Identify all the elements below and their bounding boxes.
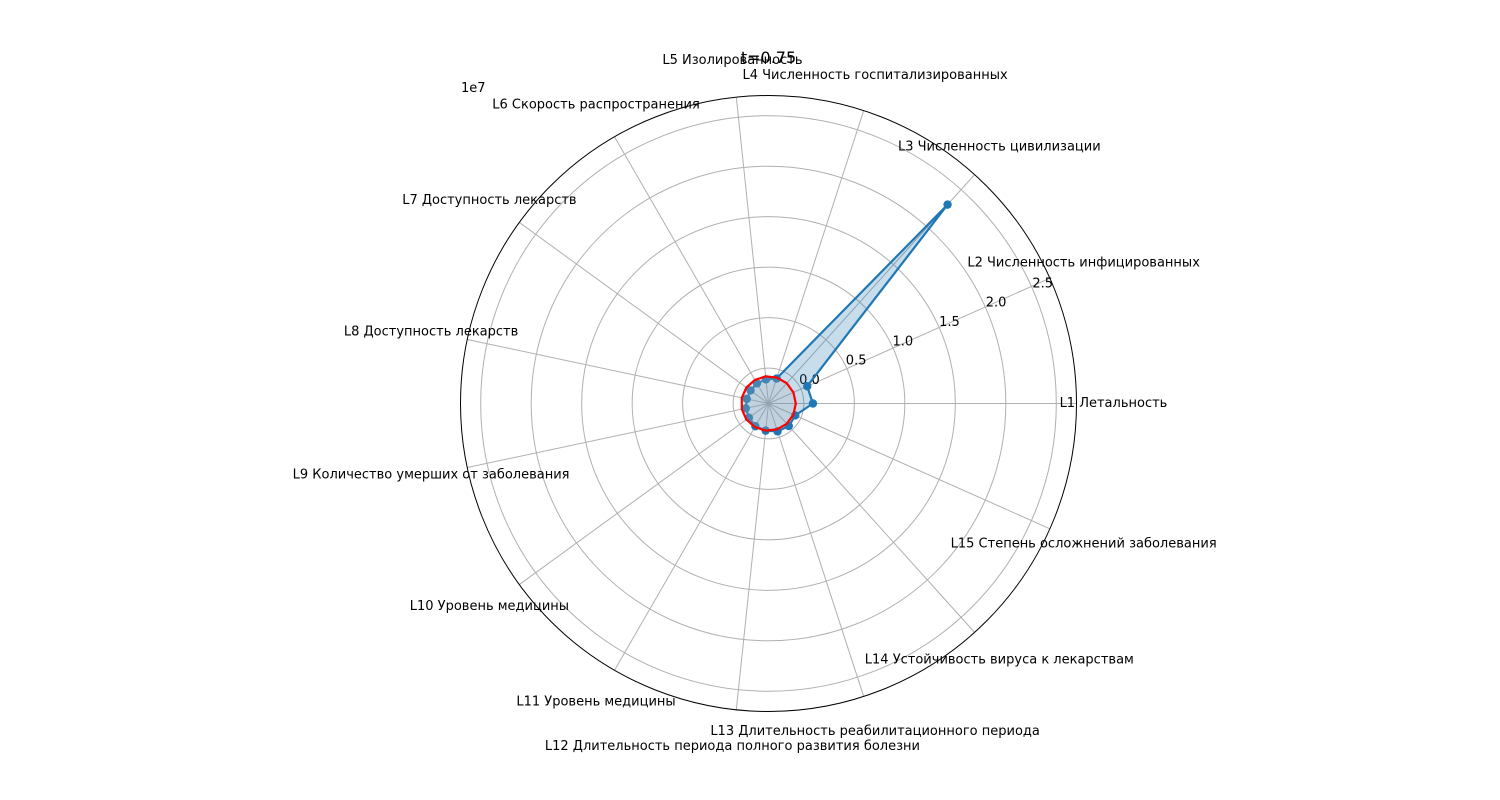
category-label: L13 Длительность реабилитационного перио… xyxy=(710,724,1040,739)
category-label: L3 Численность цивилизации xyxy=(898,140,1101,155)
category-label: L15 Степень осложнений заболевания xyxy=(951,536,1217,551)
series-1-point xyxy=(943,200,952,209)
polar-grid: 0.00.51.01.52.02.5 xyxy=(460,95,1077,712)
category-labels: L1 Летальность L2 Численность инфицирован… xyxy=(293,53,1217,754)
category-label: L14 Устойчивость вируса к лекарствам xyxy=(865,652,1134,667)
series-2-line xyxy=(740,375,797,432)
grid-spoke xyxy=(467,338,769,404)
r-tick-label: 2.5 xyxy=(1032,276,1053,291)
r-tick-label: 1.5 xyxy=(939,315,960,330)
category-label: L11 Уровень медицины xyxy=(516,695,675,710)
grid-spoke xyxy=(614,136,769,404)
series-1-point xyxy=(808,399,818,408)
r-tick-label: 1.0 xyxy=(892,334,913,349)
grid-spoke xyxy=(735,403,769,710)
category-label: L10 Уровень медицины xyxy=(410,599,569,614)
grid-spoke xyxy=(768,110,865,404)
grid-spoke xyxy=(768,403,975,633)
polar-frame xyxy=(460,95,1077,712)
series-layer xyxy=(740,200,952,436)
category-label: L6 Скорость распространения xyxy=(492,97,700,112)
series-1-point xyxy=(742,394,751,404)
series-1-point xyxy=(803,382,812,391)
grid-spoke xyxy=(519,403,769,585)
category-label: L2 Численность инфицированных xyxy=(967,256,1200,271)
r-tick-label: 2.0 xyxy=(986,296,1007,311)
category-label: L4 Численность госпитализированных xyxy=(742,68,1008,83)
grid-spoke xyxy=(768,403,1051,530)
grid-spoke xyxy=(614,403,769,671)
series-1-point xyxy=(741,404,750,413)
scale-offset-label: 1e7 xyxy=(461,81,486,96)
series-1-point xyxy=(746,386,755,395)
category-label: L5 Изолированность xyxy=(662,53,802,68)
series-2-area xyxy=(741,376,796,431)
grid-spoke xyxy=(735,97,769,404)
series-1-area xyxy=(745,204,948,432)
grid-spoke xyxy=(768,277,1051,404)
grid-spoke xyxy=(467,403,769,469)
chart-title: t=0.75 xyxy=(741,48,796,67)
series-1-line xyxy=(744,203,949,433)
category-label: L7 Доступность лекарств xyxy=(402,193,576,208)
grid-spoke xyxy=(768,403,865,697)
category-label: L12 Длительность периода полного развити… xyxy=(545,739,920,754)
grid-spoke xyxy=(519,222,769,404)
category-label: L8 Доступность лекарств xyxy=(344,324,518,339)
r-tick-label: 0.5 xyxy=(846,354,867,369)
category-label: L9 Количество умерших от заболевания xyxy=(293,468,570,483)
category-label: L1 Летальность xyxy=(1060,396,1168,411)
